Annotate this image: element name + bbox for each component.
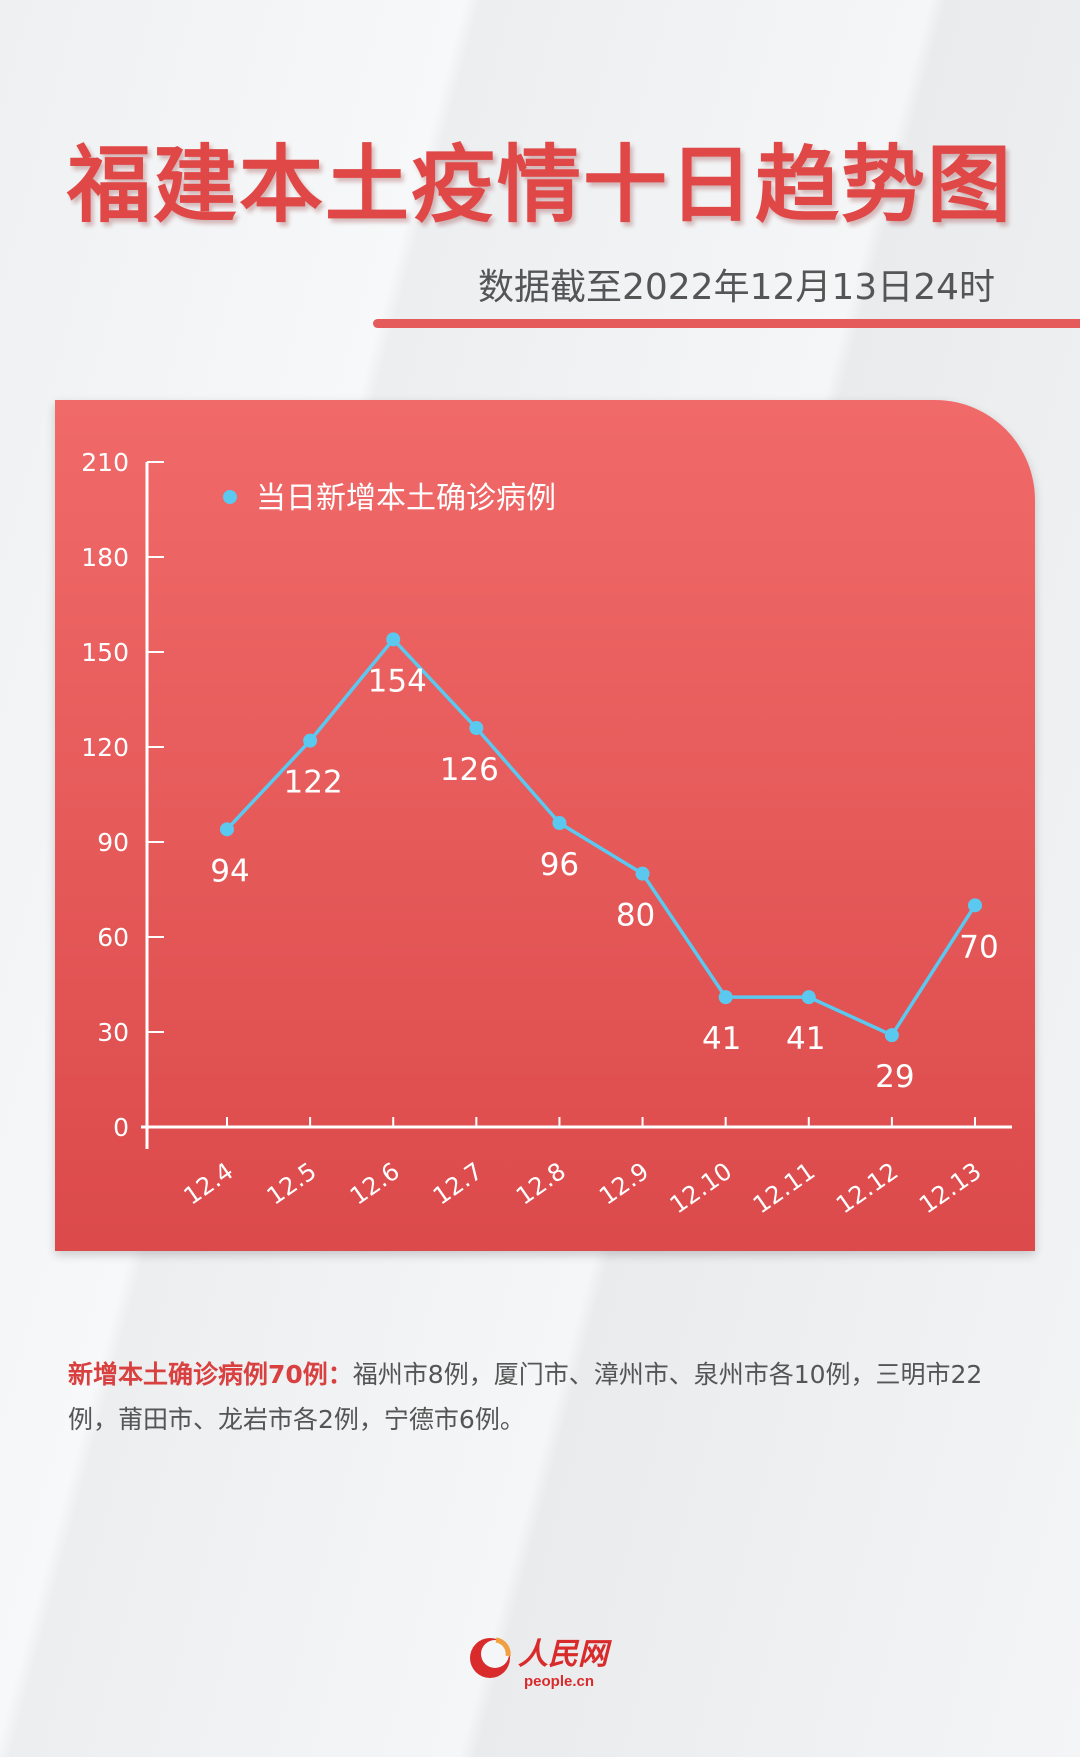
y-tick-label: 120 xyxy=(81,733,129,762)
data-point xyxy=(469,721,484,735)
data-point xyxy=(801,990,816,1005)
chart-card xyxy=(55,400,1035,1251)
y-tick-label: 90 xyxy=(97,828,129,857)
y-tick-label: 210 xyxy=(81,448,129,477)
legend-label: 当日新增本土确诊病例 xyxy=(256,481,556,516)
x-tick-label: 12.11 xyxy=(748,1157,820,1219)
y-tick-label: 150 xyxy=(81,638,129,667)
x-tick-label: 12.12 xyxy=(831,1157,903,1219)
note-lead: 新增本土确诊病例70例： xyxy=(68,1360,353,1389)
page-title: 福建本土疫情十日趋势图 xyxy=(66,136,1013,234)
x-tick-label: 12.9 xyxy=(594,1157,654,1211)
data-point xyxy=(635,866,650,881)
x-tick-label: 12.7 xyxy=(428,1157,488,1211)
people-cn-logo: 人民网 people.cn xyxy=(466,1628,616,1692)
case-breakdown-note: 新增本土确诊病例70例：福州市8例，厦门市、漳州市、泉州市各10例，三明市22例… xyxy=(68,1352,1013,1442)
y-tick-label: 0 xyxy=(113,1113,129,1142)
data-label: 126 xyxy=(440,752,499,788)
x-tick-label: 12.6 xyxy=(345,1157,405,1211)
y-tick-label: 30 xyxy=(97,1018,129,1047)
data-label: 29 xyxy=(875,1059,914,1095)
divider-line xyxy=(373,319,1080,328)
data-label: 41 xyxy=(702,1021,741,1057)
line-chart: 当日新增本土确诊病例 0 30 60 90 120 150 180 210 12.4 12.5 12… xyxy=(81,448,998,1219)
svg-text:人民网: 人民网 xyxy=(518,1637,612,1672)
data-point xyxy=(718,990,733,1005)
data-label: 122 xyxy=(284,765,343,801)
data-point xyxy=(220,822,234,837)
svg-text:people.cn: people.cn xyxy=(524,1673,594,1690)
data-label: 96 xyxy=(540,847,579,883)
series-line xyxy=(225,636,977,1038)
data-label: 80 xyxy=(616,898,655,934)
data-point xyxy=(552,816,567,830)
data-point xyxy=(884,1028,899,1043)
x-tick-label: 12.13 xyxy=(914,1157,986,1219)
data-point xyxy=(386,632,401,647)
data-point xyxy=(303,733,318,748)
y-tick-label: 180 xyxy=(81,543,129,572)
data-label: 154 xyxy=(368,663,427,699)
data-cutoff-subtitle: 数据截至2022年12月13日24时 xyxy=(477,267,995,308)
data-label: 94 xyxy=(210,853,249,889)
x-tick-label: 12.5 xyxy=(262,1157,322,1211)
x-tick-label: 12.4 xyxy=(179,1157,239,1211)
legend-marker xyxy=(223,490,237,504)
data-point xyxy=(968,898,982,913)
x-tick-label: 12.10 xyxy=(665,1157,737,1219)
note-body: 福州市8例，厦门市、漳州市、泉州市各10例，三明市22例，莆田市、龙岩市各2例，… xyxy=(68,1360,983,1434)
data-label: 70 xyxy=(959,929,998,965)
logo-icon: 人民网 people.cn xyxy=(470,1637,612,1690)
x-tick-label: 12.8 xyxy=(511,1157,571,1211)
data-label: 41 xyxy=(786,1021,825,1057)
y-tick-label: 60 xyxy=(97,923,129,952)
